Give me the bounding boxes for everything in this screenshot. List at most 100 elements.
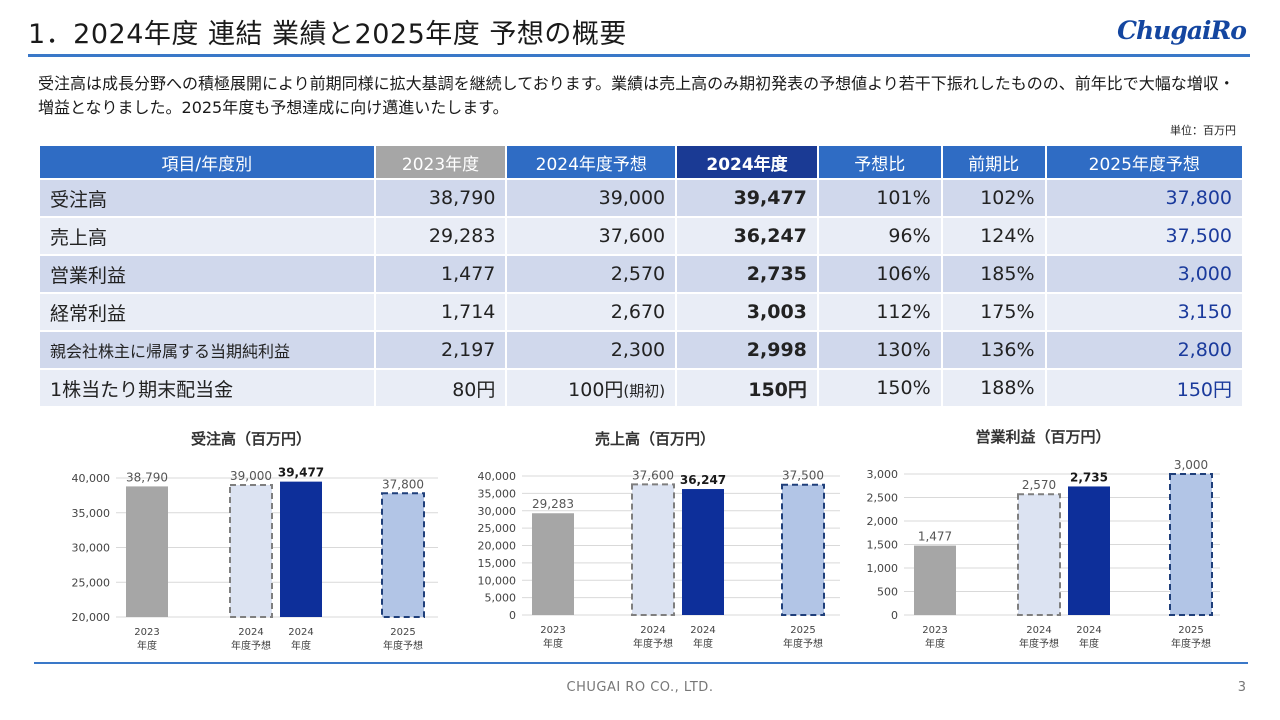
y-tick-label: 500 <box>877 586 898 599</box>
header-2024: 2024年度 <box>675 144 819 180</box>
x-tick-label: 年度予想 <box>633 637 673 650</box>
cell-2023: 29,283 <box>373 216 508 256</box>
cell-2024-forecast: 2,570 <box>505 254 678 294</box>
data-label: 1,477 <box>918 530 952 544</box>
bar <box>229 483 273 619</box>
cell-2025-forecast: 37,800 <box>1044 178 1245 218</box>
x-tick-label: 2025 <box>1178 625 1203 636</box>
cell-2024-forecast: 39,000 <box>505 178 678 218</box>
bar <box>1068 486 1110 615</box>
x-tick-label: 2024 <box>238 627 263 638</box>
sales-chart: 売上高（百万円） 0 5,000 10,000 15,000 20,000 25,000 3… <box>460 428 850 658</box>
x-tick-label: 2023 <box>922 625 947 636</box>
y-tick-label: 15,000 <box>478 557 517 570</box>
x-tick-label: 2024 <box>690 625 715 636</box>
header-2025-forecast: 2025年度予想 <box>1044 144 1245 180</box>
operating-profit-chart: 営業利益（百万円） 0 500 1,000 1,500 2,000 2,500 3,000 1… <box>848 428 1238 658</box>
cell-vs-previous: 124% <box>940 216 1047 256</box>
y-tick-label: 35,000 <box>72 507 111 520</box>
row-item: 経常利益 <box>38 292 376 332</box>
x-tick-label: 年度 <box>1079 637 1099 650</box>
bar <box>126 486 168 617</box>
y-tick-label: 25,000 <box>72 576 111 589</box>
x-tick-label: 2023 <box>134 627 159 638</box>
x-tick-label: 年度予想 <box>1171 637 1211 650</box>
cell-2023: 38,790 <box>373 178 508 218</box>
operating-profit-chart-svg: 05001,0001,5002,0002,5003,0001,4772023年度… <box>867 458 1220 650</box>
row-item: 売上高 <box>38 216 376 256</box>
y-tick-label: 35,000 <box>478 487 517 500</box>
y-tick-label: 25,000 <box>478 522 517 535</box>
data-label: 3,000 <box>1174 458 1208 472</box>
x-tick-label: 年度 <box>925 637 945 650</box>
data-label: 37,600 <box>632 468 674 482</box>
cell-vs-previous: 175% <box>940 292 1047 332</box>
cell-2024: 2,735 <box>675 254 819 294</box>
table-row: 営業利益 1,477 2,570 2,735 106% 185% 3,000 <box>38 254 1245 294</box>
cell-2023: 2,197 <box>373 330 508 370</box>
y-tick-label: 40,000 <box>72 472 111 485</box>
table-row: 受注高 38,790 39,000 39,477 101% 102% 37,80… <box>38 178 1245 218</box>
cell-2023: 1,477 <box>373 254 508 294</box>
cell-2023: 80円 <box>373 368 508 408</box>
bar <box>914 545 956 615</box>
cell-2023: 1,714 <box>373 292 508 332</box>
y-tick-label: 40,000 <box>478 470 517 483</box>
cell-2024-forecast: 100円(期初) <box>505 368 678 408</box>
unit-label: 単位：百万円 <box>1170 124 1236 137</box>
cell-vs-previous: 188% <box>940 368 1047 408</box>
chart-title: 売上高（百万円） <box>594 430 715 448</box>
header-vs-previous: 前期比 <box>940 144 1047 180</box>
cell-2024: 2,998 <box>675 330 819 370</box>
data-label: 38,790 <box>126 470 168 484</box>
table-header-row: 項目/年度別 2023年度 2024年度予想 2024年度 予想比 前期比 20… <box>38 144 1245 180</box>
x-tick-label: 2024 <box>1076 625 1101 636</box>
data-label: 36,247 <box>680 473 726 487</box>
bar <box>381 492 425 618</box>
cell-vs-previous: 102% <box>940 178 1047 218</box>
y-tick-label: 1,500 <box>867 539 899 552</box>
row-item: 営業利益 <box>38 254 376 294</box>
y-tick-label: 30,000 <box>72 542 111 555</box>
x-tick-label: 年度 <box>693 637 713 650</box>
y-tick-label: 20,000 <box>478 540 517 553</box>
x-tick-label: 2025 <box>390 627 415 638</box>
bar <box>631 483 675 617</box>
data-label: 2,570 <box>1022 478 1056 492</box>
page-number: 3 <box>1237 680 1246 695</box>
cell-2025-forecast: 3,150 <box>1044 292 1245 332</box>
table-row: 1株当たり期末配当金 80円 100円(期初) 150円 150% 188% 1… <box>38 368 1245 408</box>
table-row: 親会社株主に帰属する当期純利益 2,197 2,300 2,998 130% 1… <box>38 330 1245 370</box>
data-label: 37,800 <box>382 477 424 491</box>
header-item: 項目/年度別 <box>38 144 376 180</box>
y-tick-label: 30,000 <box>478 505 517 518</box>
x-tick-label: 2023 <box>540 625 565 636</box>
header-2023: 2023年度 <box>373 144 508 180</box>
cell-vs-forecast: 130% <box>816 330 943 370</box>
cell-2024: 3,003 <box>675 292 819 332</box>
bar <box>781 483 825 616</box>
company-logo: ChugaiRo <box>1117 16 1247 45</box>
cell-vs-forecast: 96% <box>816 216 943 256</box>
bar <box>532 513 574 615</box>
intro-text: 受注高は成長分野への積極展開により前期同様に拡大基調を継続しております。業績は売… <box>38 74 1235 117</box>
x-tick-label: 2024 <box>288 627 313 638</box>
y-tick-label: 5,000 <box>485 592 517 605</box>
cell-vs-forecast: 150% <box>816 368 943 408</box>
x-tick-label: 年度予想 <box>383 639 423 652</box>
table-row: 経常利益 1,714 2,670 3,003 112% 175% 3,150 <box>38 292 1245 332</box>
dividend-forecast-value: 100円 <box>568 378 624 401</box>
header-vs-forecast: 予想比 <box>816 144 943 180</box>
x-tick-label: 2024 <box>640 625 665 636</box>
chart-title: 受注高（百万円） <box>190 430 311 448</box>
cell-2024: 39,477 <box>675 178 819 218</box>
row-item: 1株当たり期末配当金 <box>38 368 376 408</box>
cell-vs-previous: 185% <box>940 254 1047 294</box>
footer-company: CHUGAI RO CO., LTD. <box>566 680 714 695</box>
page-title: 1．2024年度 連結 業績と2025年度 予想の概要 <box>28 19 627 50</box>
y-tick-label: 3,000 <box>867 468 899 481</box>
cell-vs-forecast: 101% <box>816 178 943 218</box>
y-tick-label: 1,000 <box>867 562 899 575</box>
y-tick-label: 2,000 <box>867 515 899 528</box>
data-label: 39,000 <box>230 469 272 483</box>
